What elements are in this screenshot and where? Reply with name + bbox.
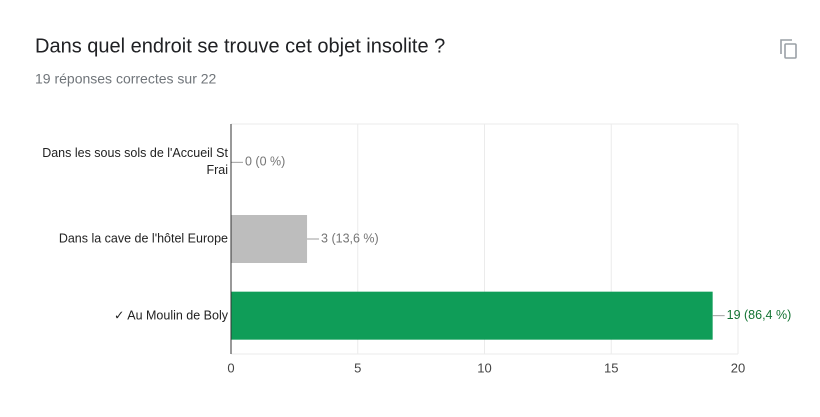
y-tick-label: Dans les sous sols de l'Accueil St Frai [42, 146, 228, 178]
y-tick-label: Dans la cave de l'hôtel Europe [58, 231, 228, 246]
x-tick-label: 15 [604, 360, 618, 375]
bar [231, 291, 713, 340]
value-label: 0 (0 %) [245, 155, 285, 169]
value-label: 19 (86,4 %) [727, 308, 792, 322]
x-tick-label: 0 [227, 360, 234, 375]
copy-icon[interactable] [780, 39, 797, 59]
chart-title: Dans quel endroit se trouve cet objet in… [35, 35, 445, 57]
y-tick-label: ✓ Au Moulin de Boly [113, 308, 228, 323]
x-tick-label: 5 [354, 360, 361, 375]
bar [231, 215, 308, 263]
x-tick-label: 20 [731, 360, 745, 375]
value-label: 3 (13,6 %) [321, 231, 379, 245]
chart-subtitle: 19 réponses correctes sur 22 [35, 71, 217, 87]
x-tick-label: 10 [477, 360, 491, 375]
